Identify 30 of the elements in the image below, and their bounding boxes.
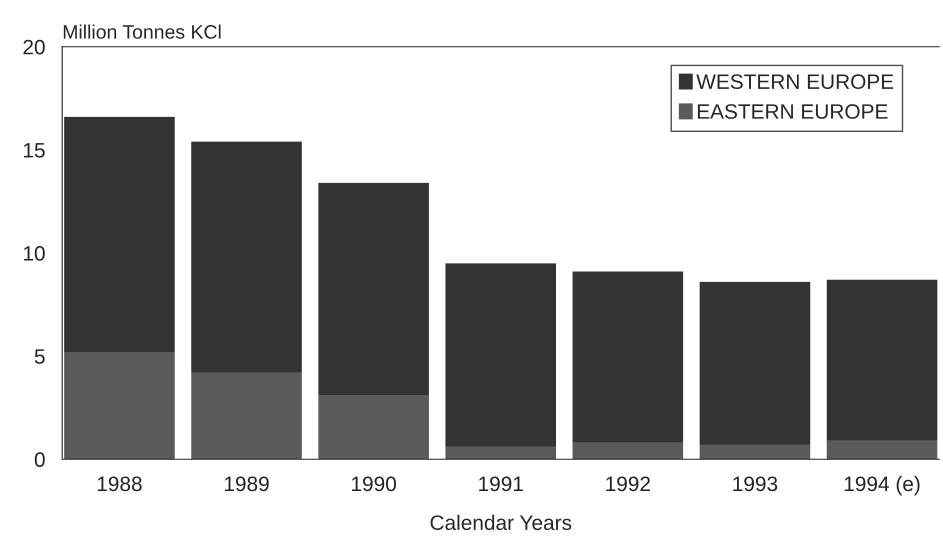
- x-tick-label: 1989: [224, 476, 269, 492]
- bar: [191, 142, 302, 373]
- y-axis-title: Million Tonnes KCl: [64, 24, 221, 39]
- x-tick-label: 1992: [606, 476, 650, 492]
- x-tick-label: 1988: [98, 476, 142, 492]
- bar: [64, 116, 175, 352]
- bar: [445, 263, 556, 447]
- bar: [191, 372, 302, 460]
- bar: [318, 395, 429, 460]
- bar: [572, 442, 684, 460]
- bar: [826, 280, 938, 441]
- bar: [700, 444, 810, 460]
- y-tick-label: 0: [34, 452, 45, 468]
- bar: [826, 440, 938, 460]
- x-tick-label: 1994 (e): [844, 476, 920, 496]
- bar: [700, 282, 810, 445]
- bar: [64, 352, 175, 460]
- x-tick-label: 1993: [733, 476, 778, 492]
- x-tick-label: 1991: [479, 476, 523, 492]
- bar: [572, 272, 684, 443]
- x-tick-label: 1990: [352, 476, 396, 492]
- x-axis-title: Calendar Years: [430, 514, 572, 530]
- y-tick-label: 15: [24, 143, 45, 158]
- y-tick-label: 5: [34, 349, 45, 364]
- legend-label: WESTERN EUROPE: [696, 74, 894, 90]
- legend-label: EASTERN EUROPE: [698, 104, 888, 119]
- y-tick-label: 10: [24, 246, 45, 261]
- bar: [445, 446, 556, 460]
- y-tick-label: 20: [23, 40, 45, 55]
- bar: [318, 182, 429, 396]
